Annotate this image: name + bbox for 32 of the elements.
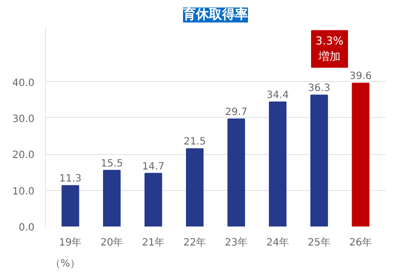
bar (103, 170, 121, 226)
text: （%） (50, 258, 80, 270)
bar (352, 82, 370, 226)
data-label: 34.4 (266, 90, 289, 102)
x-tick-label: 23年 (224, 236, 248, 248)
bar (186, 148, 204, 226)
data-label: 36.3 (308, 83, 330, 94)
text: 0.0 (18, 222, 35, 234)
data-label: 39.6 (349, 71, 372, 82)
bar (268, 102, 286, 226)
bar (144, 172, 162, 226)
annotation: 3.3% 増加 (316, 34, 344, 64)
data-label: 14.7 (142, 161, 164, 172)
x-tick-label: 21年 (142, 236, 165, 248)
data-label: 29.7 (225, 107, 248, 118)
x-tick-label: 25年 (308, 236, 331, 248)
chart-title: 育休取得率 (182, 6, 248, 22)
x-tick-label: 19年 (59, 236, 82, 248)
bar (227, 118, 246, 226)
x-tick-label: 20年 (100, 236, 124, 248)
x-tick-label: 24年 (266, 236, 290, 248)
data-label: 21.5 (184, 136, 206, 148)
bar (310, 94, 328, 226)
text: 30.0 (12, 114, 34, 125)
data-label: 15.5 (100, 158, 123, 170)
x-tick-label: 22年 (183, 236, 206, 248)
data-label: 11.3 (59, 174, 82, 185)
text: 40.0 (12, 78, 34, 89)
text: 20.0 (12, 150, 34, 162)
x-tick-label: 26年 (349, 236, 372, 248)
text: 10.0 (12, 186, 34, 198)
bar (62, 185, 80, 226)
